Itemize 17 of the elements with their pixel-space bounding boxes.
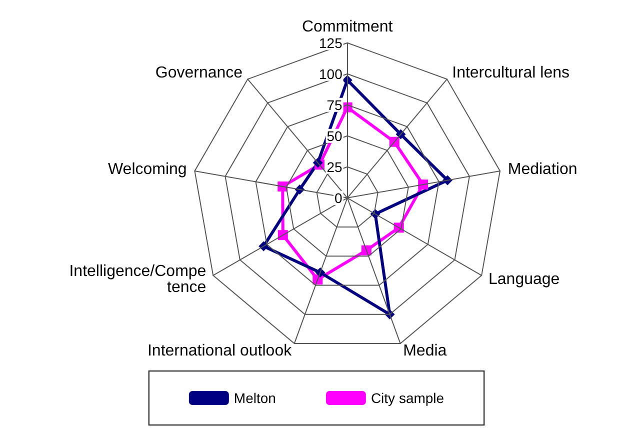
legend-label: City sample: [370, 390, 444, 406]
y-tick-label: 25: [326, 158, 343, 175]
spoke-label: Welcoming: [108, 161, 187, 178]
spoke-label: Commitment: [302, 18, 394, 36]
y-tick-label: 0: [334, 190, 343, 206]
y-tick-label: 125: [318, 34, 343, 51]
y-tick-label: 50: [326, 128, 343, 144]
spoke-label: Media: [403, 342, 447, 360]
spoke-label: Intelligence/Competence: [69, 262, 206, 296]
spoke-label: Intercultural lens: [452, 64, 570, 82]
spoke-label: International outlook: [147, 342, 293, 360]
y-tick-label: 100: [318, 66, 343, 82]
legend-label: Melton: [234, 390, 276, 406]
y-tick-label: 75: [326, 96, 343, 113]
spoke-label: Language: [488, 270, 560, 288]
spoke-label: Governance: [155, 64, 243, 82]
spoke-label: Mediation: [508, 161, 578, 178]
